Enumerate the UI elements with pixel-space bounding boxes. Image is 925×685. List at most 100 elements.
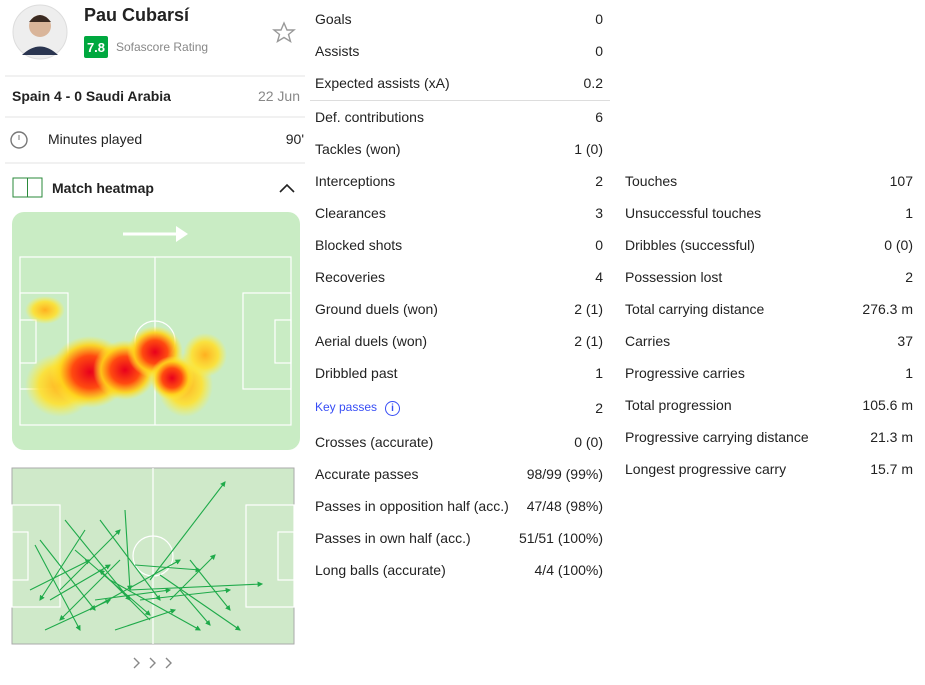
match-title[interactable]: Spain 4 - 0 Saudi Arabia — [12, 88, 171, 104]
stat-value: 2 — [595, 173, 603, 189]
stat-row: Longest progressive carry 15.7 m — [625, 453, 913, 485]
stat-value: 2 (1) — [574, 333, 603, 349]
stat-label: Long balls (accurate) — [315, 562, 446, 578]
stat-label: Progressive carrying distance — [625, 429, 809, 445]
stat-value: 0 — [595, 237, 603, 253]
stat-value: 2 (1) — [574, 301, 603, 317]
match-date: 22 Jun — [257, 88, 300, 104]
stat-label: Ground duels (won) — [315, 301, 438, 317]
stat-value: 47/48 (98%) — [526, 498, 603, 514]
stat-row: Ground duels (won) 2 (1) — [315, 293, 603, 325]
stat-value: 2 — [905, 269, 913, 285]
rating-badge — [84, 36, 108, 58]
stat-row: Dribbled past 1 — [315, 357, 603, 389]
stat-row: Total progression 105.6 m — [625, 389, 913, 421]
stat-label: Tackles (won) — [315, 141, 401, 157]
heatmap — [12, 212, 300, 450]
stat-value: 2 — [595, 400, 603, 416]
stat-value: 3 — [595, 205, 603, 221]
stat-row: Goals 0 — [315, 3, 603, 35]
stat-value: 107 — [889, 173, 913, 189]
stat-value: 276.3 m — [862, 301, 913, 317]
stat-row: Touches 107 — [625, 165, 913, 197]
stat-label: Expected assists (xA) — [315, 75, 450, 91]
stat-label: Carries — [625, 333, 671, 349]
favorite-star[interactable] — [272, 21, 296, 44]
stat-row: Long balls (accurate) 4/4 (100%) — [315, 554, 603, 586]
heatmap-title: Match heatmap — [52, 180, 154, 196]
stat-label: Longest progressive carry — [625, 461, 787, 477]
stat-row: Unsuccessful touches 1 — [625, 197, 913, 229]
stat-label: Total carrying distance — [625, 301, 765, 317]
stat-row: Aerial duels (won) 2 (1) — [315, 325, 603, 357]
stat-row: Def. contributions 6 — [315, 101, 603, 133]
stat-label: Possession lost — [625, 269, 723, 285]
stat-row: Blocked shots 0 — [315, 229, 603, 261]
collapse-button[interactable] — [279, 183, 295, 193]
rating: 7.8 — [86, 40, 106, 55]
stat-row: Interceptions 2 — [315, 165, 603, 197]
stat-label: Def. contributions — [315, 109, 424, 125]
stat-row: Passes in opposition half (acc.) 47/48 (9… — [315, 490, 603, 522]
stat-label: Goals — [315, 11, 352, 27]
stat-value: 0 (0) — [884, 237, 913, 253]
stat-label: Dribbled past — [315, 365, 398, 381]
rating-label: Sofascore Rating — [116, 40, 209, 54]
pass-map — [11, 467, 295, 645]
stat-row: Assists 0 — [315, 35, 603, 67]
stat-row: Progressive carrying distance 21.3 m — [625, 421, 913, 453]
stat-value: 1 — [905, 205, 913, 221]
stat-row: Crosses (accurate) 0 (0) — [315, 426, 603, 458]
stat-value: 0.2 — [583, 75, 603, 91]
stat-row: Total carrying distance 276.3 m — [625, 293, 913, 325]
stat-label: Interceptions — [315, 173, 396, 189]
stat-label: Key passes — [315, 400, 400, 415]
stat-row: Recoveries 4 — [315, 261, 603, 293]
stat-label: Touches — [625, 173, 678, 189]
stat-value: 1 — [595, 365, 603, 381]
stat-label: Aerial duels (won) — [315, 333, 428, 349]
stat-label: Crosses (accurate) — [315, 434, 434, 450]
stat-row: Clearances 3 — [315, 197, 603, 229]
stat-value: 4/4 (100%) — [534, 562, 603, 578]
minutes-value: 90' — [285, 131, 304, 147]
stat-value: 6 — [595, 109, 603, 125]
stat-row: Carries 37 — [625, 325, 913, 357]
stat-value: 4 — [595, 269, 603, 285]
stat-value: 0 (0) — [574, 434, 603, 450]
stat-value: 0 — [595, 43, 603, 59]
stat-label: Blocked shots — [315, 237, 403, 253]
stat-value: 0 — [595, 11, 603, 27]
pager[interactable] — [133, 657, 172, 669]
stat-row: Dribbles (successful) 0 (0) — [625, 229, 913, 261]
stat-value: 105.6 m — [862, 397, 913, 413]
stat-label: Recoveries — [315, 269, 386, 285]
stat-label: Clearances — [315, 205, 386, 221]
stat-label: Total progression — [625, 397, 732, 413]
stat-label: Passes in opposition half (acc.) — [315, 498, 509, 514]
stat-row: Progressive carries 1 — [625, 357, 913, 389]
stat-value: 21.3 m — [870, 429, 913, 445]
stat-row: Possession lost 2 — [625, 261, 913, 293]
stat-label: Progressive carries — [625, 365, 745, 381]
stat-value: 37 — [897, 333, 913, 349]
stat-value: 15.7 m — [870, 461, 913, 477]
stat-value: 51/51 (100%) — [518, 530, 603, 546]
stat-label: Passes in own half (acc.) — [315, 530, 471, 546]
stat-label: Dribbles (successful) — [625, 237, 755, 253]
stat-row: Passes in own half (acc.) 51/51 (100%) — [315, 522, 603, 554]
stat-value: 1 (0) — [574, 141, 603, 157]
minutes-label: Minutes played — [48, 131, 143, 147]
stat-row[interactable]: Key passes 2 — [315, 392, 603, 424]
stat-row: Tackles (won) 1 (0) — [315, 133, 603, 165]
stat-value: 98/99 (99%) — [526, 466, 603, 482]
stat-row: Accurate passes 98/99 (99%) — [315, 458, 603, 490]
timer-icon — [10, 131, 28, 149]
player-name: Pau Cubarsí — [84, 5, 190, 25]
stat-label: Unsuccessful touches — [625, 205, 762, 221]
stat-row: Expected assists (xA) 0.2 — [315, 67, 603, 99]
stat-value: 1 — [905, 365, 913, 381]
stat-label: Accurate passes — [315, 466, 419, 482]
left-panel — [5, 4, 305, 669]
